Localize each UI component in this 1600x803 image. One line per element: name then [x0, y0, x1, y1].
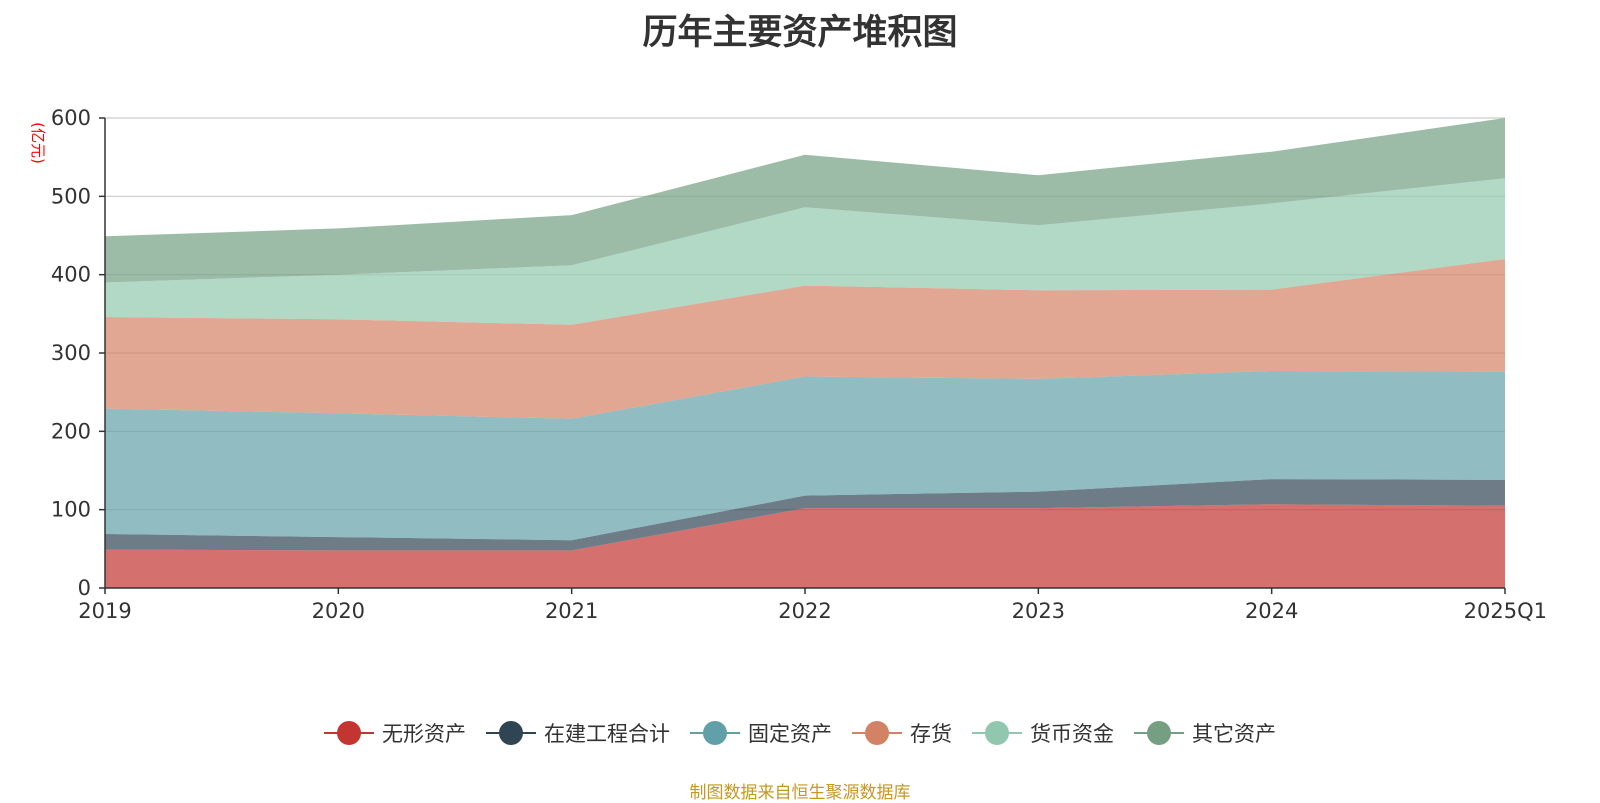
legend-marker [852, 720, 902, 746]
legend-item-3[interactable]: 存货 [852, 718, 952, 748]
source-note: 制图数据来自恒生聚源数据库 [689, 783, 911, 803]
x-tick-label: 2023 [1012, 599, 1065, 623]
x-tick-label: 2020 [312, 599, 365, 623]
area-series [105, 118, 1505, 588]
legend-label: 无形资产 [382, 722, 466, 746]
legend-label: 货币资金 [1030, 722, 1114, 746]
x-tick-label: 2022 [778, 599, 831, 623]
legend-marker [486, 720, 536, 746]
y-tick-label: 500 [51, 184, 91, 208]
y-axis-unit-label: (亿元) [29, 122, 47, 164]
legend-label: 在建工程合计 [544, 722, 670, 746]
x-tick-label: 2025Q1 [1464, 599, 1547, 623]
legend-marker [690, 720, 740, 746]
chart-title: 历年主要资产堆积图 [642, 13, 958, 53]
legend-item-2[interactable]: 固定资产 [690, 718, 832, 748]
legend-marker [324, 720, 374, 746]
area-series-0 [105, 504, 1505, 588]
y-tick-label: 0 [78, 576, 91, 600]
legend: 无形资产 在建工程合计 固定资产 存货 货币资金 其它资产 [0, 718, 1600, 748]
x-tick-label: 2021 [545, 599, 598, 623]
y-tick-label: 300 [51, 341, 91, 365]
x-tick-label: 2024 [1245, 599, 1298, 623]
legend-marker [972, 720, 1022, 746]
x-tick-label: 2019 [78, 599, 131, 623]
y-tick-label: 600 [51, 106, 91, 130]
y-tick-label: 400 [51, 263, 91, 287]
axes: 0 100 200 300 400 500 600 2019 2020 2021 2022 2023 2… [51, 106, 1547, 623]
legend-marker [1134, 720, 1184, 746]
area-series-3 [105, 259, 1505, 419]
legend-label: 存货 [910, 722, 952, 746]
y-tick-label: 200 [51, 419, 91, 443]
area-series-4 [105, 178, 1505, 325]
area-series-1 [105, 479, 1505, 551]
legend-item-4[interactable]: 货币资金 [972, 718, 1114, 748]
y-tick-label: 100 [51, 498, 91, 522]
legend-item-5[interactable]: 其它资产 [1134, 718, 1276, 748]
area-series-2 [105, 371, 1505, 541]
legend-label: 其它资产 [1192, 722, 1276, 746]
legend-label: 固定资产 [748, 722, 832, 746]
legend-item-1[interactable]: 在建工程合计 [486, 718, 670, 748]
legend-item-0[interactable]: 无形资产 [324, 718, 466, 748]
area-series-5 [105, 118, 1505, 283]
